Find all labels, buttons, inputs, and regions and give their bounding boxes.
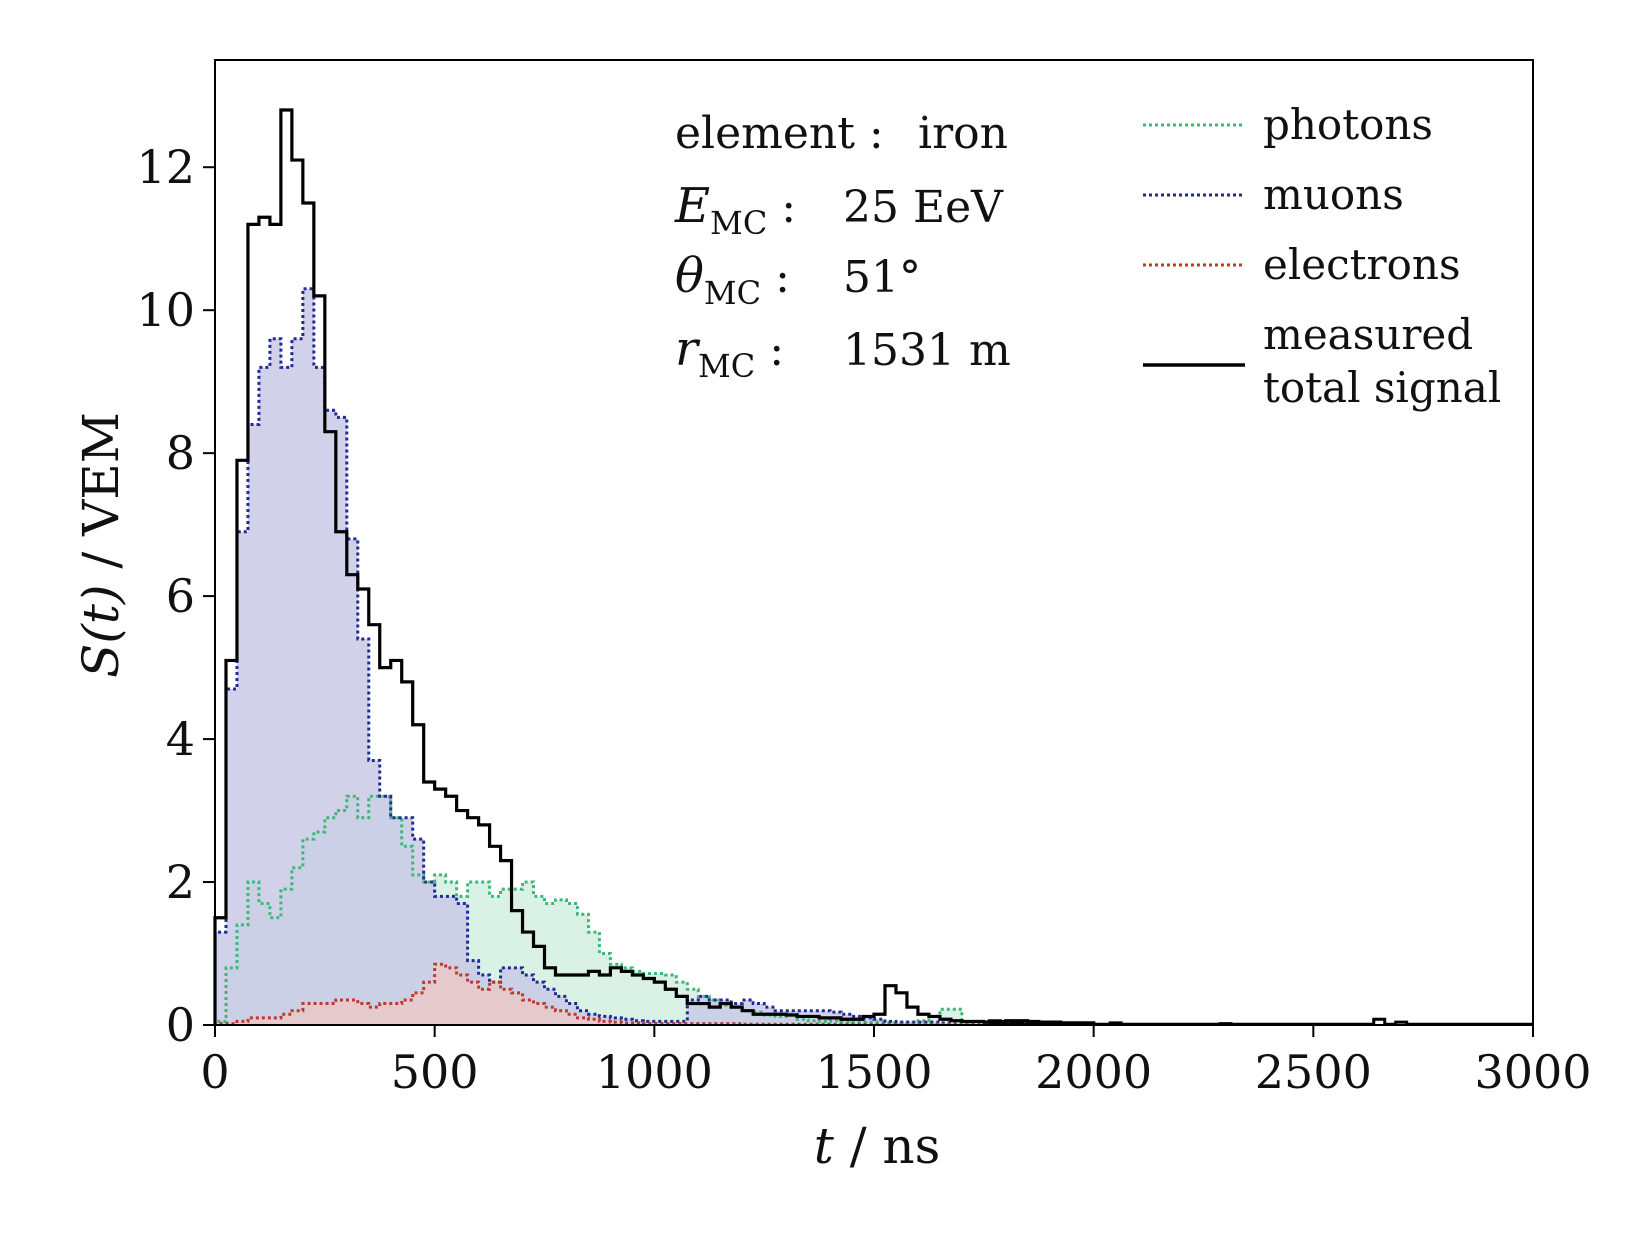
legend-label: total signal xyxy=(1263,363,1501,412)
info-value: 25 EeV xyxy=(843,182,1004,233)
info-row: EMC : xyxy=(674,178,796,242)
x-tick-label: 3000 xyxy=(1474,1045,1591,1099)
info-value: iron xyxy=(918,108,1008,159)
series-fills xyxy=(215,288,1094,1026)
series-line-muons xyxy=(213,287,1096,1026)
x-axis-label: t / ns xyxy=(814,1117,941,1175)
x-tick-label: 1000 xyxy=(596,1045,713,1099)
y-tick-label: 8 xyxy=(166,426,195,480)
info-row: θMC : xyxy=(675,248,790,312)
series-fill-muons xyxy=(215,288,1094,1026)
x-tick-label: 1500 xyxy=(815,1045,932,1099)
legend-label: muons xyxy=(1263,170,1404,219)
legend-label: photons xyxy=(1263,100,1433,149)
info-value: 1531 m xyxy=(843,325,1011,376)
series-line-photons xyxy=(213,794,1096,1026)
series-fill-electrons xyxy=(215,964,1094,1025)
tick-labels: 0 500 1000 1500 2000 2500 3000 0 2 4 6 8 10 12 xyxy=(136,140,1591,1099)
y-tick-label: 4 xyxy=(166,712,195,766)
legend-label: measured xyxy=(1263,310,1473,359)
info-value: 51° xyxy=(843,252,921,303)
legend-label: electrons xyxy=(1263,240,1461,289)
y-axis-label: S(t) / VEM xyxy=(72,412,130,678)
x-tick-label: 0 xyxy=(200,1045,229,1099)
y-tick-label: 6 xyxy=(166,569,195,623)
series-line-measured-total-signal xyxy=(213,108,1096,1025)
y-tick-label: 0 xyxy=(166,998,195,1052)
info-row: rMC : xyxy=(675,321,784,385)
info-row: element : xyxy=(675,108,884,159)
axis-ticks xyxy=(203,166,1534,1037)
y-tick-label: 12 xyxy=(136,140,195,194)
info-box: element : iron EMC : 25 EeV θMC : 51° rMC : 153… xyxy=(674,108,1011,385)
x-tick-label: 2000 xyxy=(1035,1045,1152,1099)
y-tick-label: 10 xyxy=(136,283,195,337)
x-tick-label: 2500 xyxy=(1255,1045,1372,1099)
x-tick-label: 500 xyxy=(391,1045,479,1099)
y-tick-label: 2 xyxy=(166,855,195,909)
